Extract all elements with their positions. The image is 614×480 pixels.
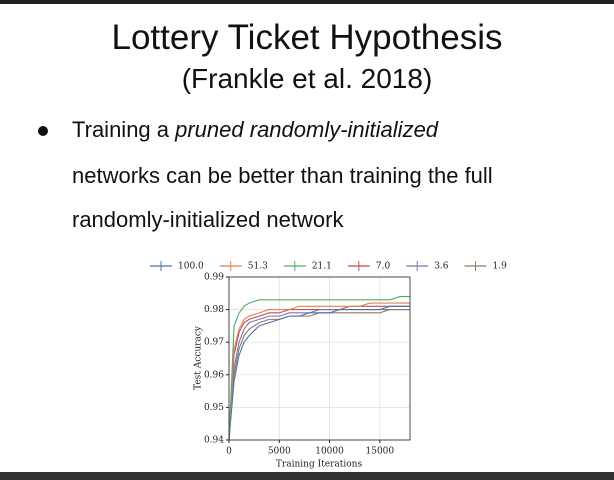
y-tick-label: 0.98 [204, 305, 224, 315]
series-line [228, 309, 410, 441]
y-tick-label: 0.95 [204, 403, 224, 413]
y-tick-label: 0.97 [204, 338, 224, 348]
series-line [228, 302, 410, 441]
legend-label: 100.0 [178, 262, 204, 272]
y-tick-label: 0.96 [204, 370, 224, 380]
legend-label: 7.0 [376, 262, 391, 272]
italic-text: pruned randomly-initialized [175, 117, 439, 142]
legend-label: 21.1 [312, 262, 332, 272]
bullet-line: randomly-initialized network [72, 207, 344, 232]
bottom-bar [0, 472, 614, 480]
x-axis-label: Training Iterations [276, 460, 363, 470]
series-line [228, 305, 410, 441]
x-tick-label: 15000 [366, 447, 395, 457]
plot-frame [228, 276, 411, 441]
slide-title: Lottery Ticket Hypothesis [111, 18, 503, 57]
bullet-dot [38, 126, 48, 136]
bullet-line: Training a pruned randomly-initialized [72, 117, 438, 143]
legend-label: 1.9 [493, 262, 508, 272]
y-tick-label: 0.99 [204, 273, 224, 283]
x-tick-label: 5000 [268, 447, 291, 457]
plot-area [229, 277, 410, 440]
y-tick-label: 0.94 [204, 436, 224, 446]
legend-label: 3.6 [434, 262, 449, 272]
series-line [228, 305, 410, 441]
y-axis-label: Test Accuracy [194, 325, 204, 390]
top-bar [0, 0, 614, 4]
bullet-line: networks can be better than training the… [72, 163, 493, 188]
slide-subtitle: (Frankle et al. 2018) [181, 63, 433, 94]
x-tick-label: 0 [226, 447, 232, 457]
legend-label: 51.3 [248, 262, 268, 272]
x-tick-label: 10000 [315, 447, 344, 457]
series-line [228, 296, 410, 441]
text: Training a [72, 117, 176, 142]
